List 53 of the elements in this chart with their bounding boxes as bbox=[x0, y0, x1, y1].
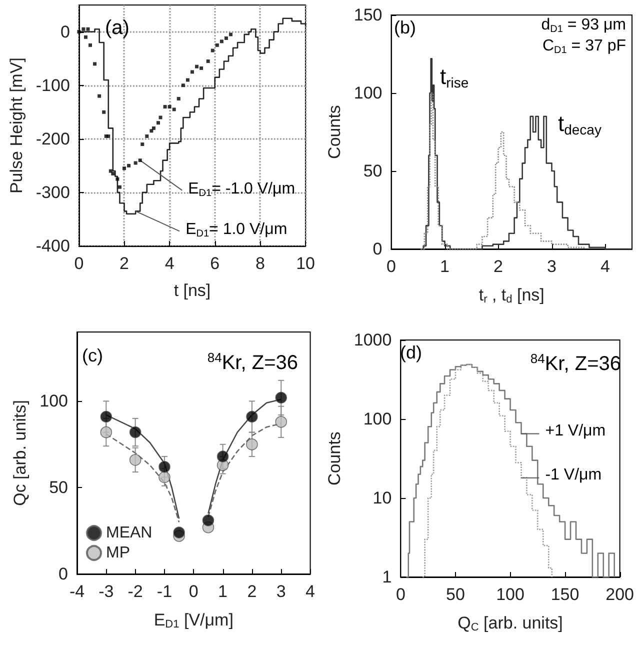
x-tick-label: 1 bbox=[440, 257, 450, 276]
y-tick-label: 0 bbox=[372, 240, 382, 258]
x-tick-label: 0 bbox=[74, 254, 84, 273]
annotation: (a) bbox=[105, 17, 130, 39]
y-tick-label: 100 bbox=[40, 392, 68, 411]
x-tick-label: 1 bbox=[218, 582, 228, 601]
y-tick-label: -300 bbox=[36, 182, 70, 202]
y-tick-label: 0 bbox=[60, 22, 70, 42]
y-axis-title: Qc [arb. units] bbox=[10, 400, 30, 506]
x-tick-label: -3 bbox=[98, 582, 114, 601]
x-tick-label: 8 bbox=[255, 254, 265, 273]
x-axis-title: t [ns] bbox=[174, 281, 211, 300]
annotation: -1 V/μm bbox=[545, 466, 602, 484]
x-tick-label: 50 bbox=[446, 585, 465, 604]
x-tick-label: 4 bbox=[600, 257, 610, 276]
x-tick-label: 3 bbox=[547, 257, 556, 276]
x-tick-label: -1 bbox=[156, 582, 172, 601]
y-tick-label: 100 bbox=[354, 84, 382, 102]
x-tick-label: 3 bbox=[276, 582, 286, 601]
y-tick-label: 10 bbox=[372, 488, 392, 508]
x-tick-label: 150 bbox=[550, 585, 580, 604]
y-tick-label: 50 bbox=[49, 478, 68, 498]
y-tick-label: -100 bbox=[36, 76, 70, 95]
x-tick-label: 4 bbox=[164, 254, 174, 273]
x-tick-label: 10 bbox=[296, 254, 316, 273]
y-tick-label: 0 bbox=[58, 564, 68, 584]
y-tick-label: 100 bbox=[363, 410, 392, 428]
y-tick-label: 150 bbox=[354, 6, 382, 24]
y-tick-label: 1000 bbox=[354, 330, 392, 350]
x-tick-label: 0 bbox=[188, 582, 198, 601]
x-tick-label: 2 bbox=[120, 254, 129, 273]
x-tick-label: -2 bbox=[128, 582, 143, 601]
annotation: (c) bbox=[82, 345, 103, 366]
y-tick-label: 1 bbox=[382, 568, 392, 586]
x-tick-label: -4 bbox=[69, 582, 85, 601]
x-tick-label: 2 bbox=[494, 257, 503, 276]
y-axis-title: Counts bbox=[325, 105, 344, 159]
x-tick-label: 200 bbox=[606, 585, 634, 604]
x-tick-label: 4 bbox=[306, 582, 316, 601]
y-tick-label: 50 bbox=[363, 162, 382, 180]
y-tick-label: -200 bbox=[36, 129, 70, 148]
y-axis-title: Pulse Height [mV] bbox=[7, 57, 26, 194]
legend-label: MP bbox=[106, 544, 130, 562]
y-axis-title: Counts bbox=[325, 432, 344, 486]
y-tick-label: -400 bbox=[36, 236, 70, 256]
x-tick-label: 0 bbox=[396, 585, 406, 604]
annotation: (d) bbox=[400, 342, 422, 362]
annotation: +1 V/μm bbox=[545, 422, 606, 440]
x-tick-label: 6 bbox=[210, 254, 220, 273]
x-tick-label: 100 bbox=[496, 585, 524, 604]
x-tick-label: 2 bbox=[247, 582, 257, 601]
annotation: (b) bbox=[394, 17, 416, 38]
legend-label: MEAN bbox=[106, 524, 152, 542]
